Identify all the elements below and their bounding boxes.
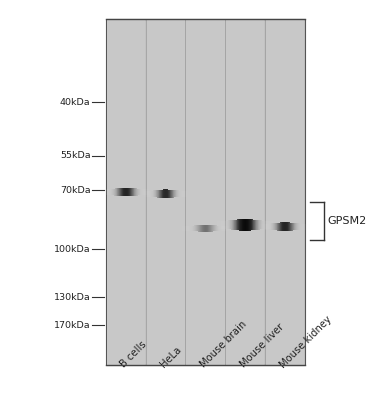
Bar	[250, 219, 251, 230]
Bar	[226, 19, 264, 365]
Bar	[235, 220, 236, 230]
Bar	[238, 219, 239, 230]
Bar	[218, 221, 219, 229]
Bar	[257, 220, 258, 230]
Bar	[106, 19, 145, 365]
Bar	[265, 221, 266, 229]
Text: 40kDa: 40kDa	[60, 98, 91, 107]
Bar	[262, 220, 263, 229]
Text: 100kDa: 100kDa	[54, 244, 91, 254]
Text: 70kDa: 70kDa	[60, 186, 91, 195]
Bar	[253, 220, 254, 230]
Bar	[273, 221, 274, 229]
Bar	[245, 219, 246, 231]
Bar	[274, 221, 275, 229]
Bar	[246, 219, 247, 231]
Bar	[266, 221, 267, 229]
Bar	[244, 219, 245, 231]
Bar	[272, 221, 273, 229]
Text: HeLa: HeLa	[158, 345, 183, 370]
Bar	[256, 220, 257, 230]
Text: Mouse brain: Mouse brain	[198, 319, 249, 370]
Bar	[147, 19, 185, 365]
Bar	[228, 220, 229, 229]
Bar	[220, 221, 221, 229]
Bar	[237, 220, 238, 230]
Bar	[259, 220, 260, 230]
Bar	[222, 221, 223, 229]
Bar	[258, 220, 259, 230]
Bar	[248, 219, 249, 231]
Bar	[223, 221, 224, 229]
Bar	[221, 221, 222, 229]
Bar	[254, 220, 255, 230]
Bar	[239, 219, 240, 230]
Text: Mouse liver: Mouse liver	[238, 322, 286, 370]
Text: 55kDa: 55kDa	[60, 151, 91, 160]
Bar	[255, 220, 256, 230]
Bar	[249, 219, 250, 231]
Bar	[233, 220, 234, 230]
Text: GPSM2: GPSM2	[328, 216, 367, 226]
Bar	[241, 219, 242, 231]
Bar	[268, 221, 269, 229]
Bar	[260, 220, 261, 230]
Bar	[186, 19, 224, 365]
Bar	[263, 221, 264, 229]
Text: 130kDa: 130kDa	[54, 293, 91, 302]
Bar	[229, 220, 230, 229]
Bar	[269, 221, 270, 229]
Bar	[251, 219, 252, 230]
Bar	[225, 221, 226, 229]
Bar	[267, 221, 268, 229]
Bar	[240, 219, 241, 231]
Bar	[242, 219, 243, 231]
Bar	[270, 221, 271, 229]
Bar	[226, 221, 227, 229]
Bar	[252, 220, 253, 230]
Bar	[247, 219, 248, 231]
Bar	[227, 220, 228, 229]
Bar	[106, 19, 305, 365]
Bar	[219, 221, 220, 229]
Bar	[224, 221, 225, 229]
Text: 170kDa: 170kDa	[54, 321, 91, 330]
Bar	[261, 220, 262, 229]
Bar	[264, 221, 265, 229]
Text: Mouse kidney: Mouse kidney	[278, 314, 334, 370]
Bar	[230, 220, 231, 230]
Text: B cells: B cells	[119, 340, 149, 370]
Bar	[216, 221, 217, 229]
Bar	[217, 221, 218, 229]
Bar	[236, 220, 237, 230]
Bar	[266, 19, 304, 365]
Bar	[232, 220, 233, 230]
Bar	[234, 220, 235, 230]
Bar	[271, 221, 272, 229]
Bar	[243, 219, 244, 231]
Bar	[231, 220, 232, 230]
